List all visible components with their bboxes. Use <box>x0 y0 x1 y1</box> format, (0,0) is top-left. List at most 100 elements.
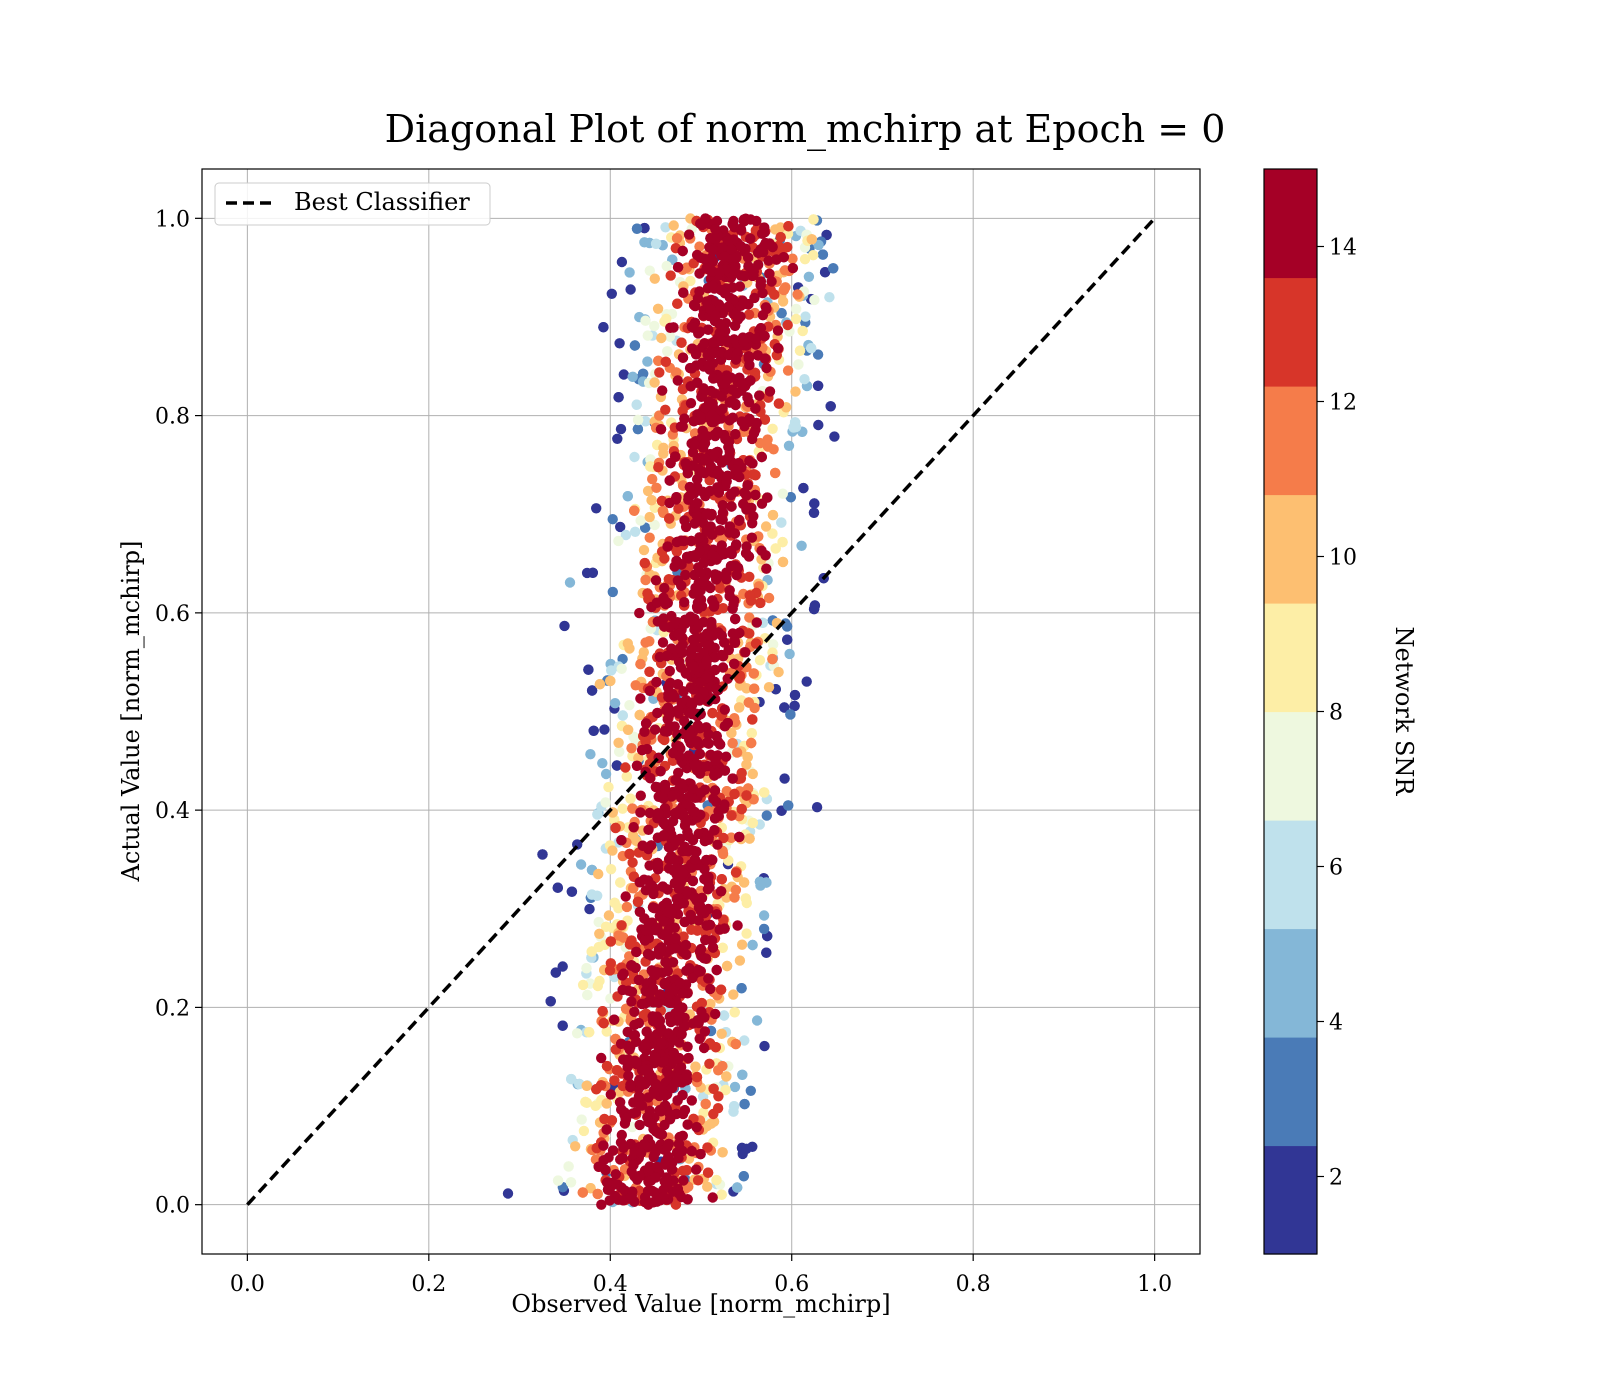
scatter-point-1903 <box>773 398 785 409</box>
scatter-point-4001 <box>664 1114 676 1125</box>
scatter-point-686 <box>649 377 660 388</box>
scatter-point-418 <box>793 359 804 370</box>
scatter-point-845 <box>741 759 752 770</box>
scatter-point-680 <box>646 495 657 506</box>
scatter-point-3819 <box>692 474 703 485</box>
scatter-point-558 <box>808 250 819 261</box>
scatter-point-2582 <box>657 385 668 396</box>
scatter-point-708 <box>656 332 667 344</box>
scatter-point-3770 <box>683 1052 694 1064</box>
scatter-point-3015 <box>715 405 726 416</box>
scatter-point-70 <box>586 685 598 696</box>
scatter-point-239 <box>747 939 758 951</box>
scatter-point-853 <box>705 998 716 1010</box>
scatter-point-3967 <box>649 902 660 914</box>
scatter-point-4071 <box>711 554 722 565</box>
scatter-point-4119 <box>636 1078 647 1090</box>
scatter-point-825 <box>649 273 660 284</box>
scatter-point-2376 <box>655 424 667 435</box>
scatter-point-1557 <box>702 1142 713 1153</box>
scatter-point-1417 <box>763 592 775 604</box>
best-classifier-line-layer <box>246 217 1156 1206</box>
scatter-point-4195 <box>670 774 681 786</box>
scatter-point-3962 <box>686 1146 697 1157</box>
scatter-point-4179 <box>700 453 711 464</box>
scatter-point-212 <box>642 356 653 367</box>
scatter-point-3857 <box>689 854 701 865</box>
scatter-point-629 <box>790 313 802 325</box>
scatter-point-3832 <box>734 627 745 639</box>
scatter-point-4088 <box>667 790 678 801</box>
scatter-point-3971 <box>709 449 720 460</box>
scatter-point-3779 <box>707 942 719 953</box>
scatter-point-882 <box>728 989 739 1000</box>
scatter-point-2832 <box>641 1026 652 1037</box>
scatter-point-398 <box>661 260 672 272</box>
scatter-point-3685 <box>596 1199 607 1210</box>
scatter-point-1601 <box>726 810 737 821</box>
scatter-point-473 <box>565 1177 577 1188</box>
scatter-point-2189 <box>664 665 675 677</box>
scatter-point-2971 <box>658 916 669 927</box>
scatter-point-2914 <box>733 515 745 526</box>
scatter-point-4056 <box>628 1159 639 1171</box>
scatter-point-810 <box>763 682 775 693</box>
scatter-point-729 <box>605 675 616 687</box>
scatter-point-4083 <box>742 392 753 403</box>
scatter-point-3878 <box>712 482 723 493</box>
scatter-point-3952 <box>673 704 684 716</box>
scatter-point-4011 <box>708 337 719 348</box>
scatter-point-2017 <box>759 414 771 425</box>
scatter-point-97 <box>782 634 793 645</box>
scatter-point-4130 <box>650 1052 661 1063</box>
scatter-point-3701 <box>675 662 687 673</box>
scatter-point-508 <box>808 214 819 225</box>
scatter-point-4151 <box>730 464 741 475</box>
scatter-point-3942 <box>699 1012 710 1023</box>
scatter-point-1379 <box>778 284 790 296</box>
scatter-point-2226 <box>730 613 741 625</box>
scatter-point-604 <box>717 942 728 953</box>
scatter-point-827 <box>601 1098 612 1109</box>
scatter-point-80 <box>761 947 772 958</box>
scatter-point-738 <box>638 544 650 556</box>
scatter-point-697 <box>581 1080 592 1092</box>
scatter-point-736 <box>607 845 618 856</box>
scatter-point-3862 <box>729 658 740 669</box>
scatter-point-489 <box>747 817 758 829</box>
scatter-point-2739 <box>660 956 671 968</box>
scatter-point-377 <box>644 265 655 276</box>
scatter-point-0 <box>502 1188 514 1199</box>
scatter-point-347 <box>650 238 662 249</box>
colorbar-level-8 <box>1264 277 1317 387</box>
scatter-point-617 <box>605 864 617 875</box>
scatter-point-4137 <box>610 1179 621 1190</box>
scatter-point-3800 <box>762 492 773 503</box>
scatter-point-3990 <box>743 353 754 364</box>
scatter-point-3833 <box>663 1028 674 1039</box>
scatter-point-668 <box>594 975 605 987</box>
scatter-point-294 <box>600 768 612 780</box>
scatter-point-3897 <box>672 1095 683 1106</box>
scatter-point-955 <box>593 868 604 880</box>
scatter-point-2804 <box>694 268 705 279</box>
scatter-point-2741 <box>615 1154 626 1165</box>
scatter-point-3068 <box>691 1164 702 1175</box>
scatter-point-1103 <box>651 482 662 493</box>
scatter-point-461 <box>571 1028 583 1039</box>
scatter-point-384 <box>563 1161 574 1172</box>
scatter-point-2498 <box>605 1089 616 1100</box>
scatter-point-503 <box>799 254 811 265</box>
scatter-point-1804 <box>715 984 727 995</box>
scatter-point-800 <box>744 833 755 844</box>
scatter-point-1690 <box>681 1165 692 1176</box>
scatter-point-351 <box>776 517 787 528</box>
scatter-point-446 <box>649 320 660 332</box>
scatter-point-240 <box>575 859 587 870</box>
scatter-point-3872 <box>679 841 690 852</box>
scatter-point-1813 <box>714 582 725 594</box>
scatter-point-4116 <box>736 378 748 390</box>
scatter-point-885 <box>668 220 679 231</box>
scatter-point-4009 <box>722 301 734 313</box>
scatter-point-546 <box>615 877 626 888</box>
